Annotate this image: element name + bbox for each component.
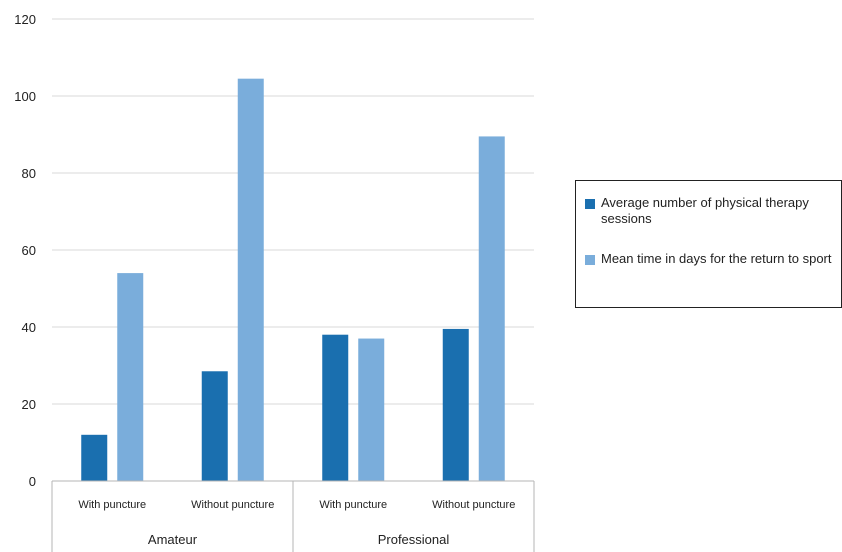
bar-return-time (117, 273, 144, 481)
x-tick-label: With puncture (78, 499, 146, 511)
bar-return-time (237, 78, 264, 482)
group-label: Professional (378, 532, 450, 547)
bar-sessions (201, 371, 228, 481)
y-tick-label: 40 (22, 320, 36, 335)
y-tick-label: 100 (14, 89, 36, 104)
legend-label-return-time: Mean time in days for the return to spor… (601, 251, 832, 266)
legend-item-return-time: Mean time in days for the return to spor… (585, 251, 836, 267)
bar-return-time (358, 338, 385, 481)
group-label: Amateur (148, 532, 198, 547)
x-tick-label: Without puncture (432, 499, 515, 511)
y-tick-label: 0 (29, 474, 36, 489)
x-tick-label: Without puncture (191, 499, 274, 511)
legend-label-sessions: Average number of physical therapy sessi… (601, 195, 809, 226)
bar-sessions (442, 328, 469, 481)
legend-swatch-return-time (585, 255, 595, 265)
bar-return-time (478, 136, 505, 482)
x-axis: With puncture Without puncture With punctu… (51, 480, 535, 552)
bar-sessions (81, 434, 108, 481)
y-tick-label: 80 (22, 166, 36, 181)
legend-item-sessions: Average number of physical therapy sessi… (585, 195, 836, 227)
legend-swatch-sessions (585, 199, 595, 209)
bars (81, 78, 505, 482)
legend: Average number of physical therapy sessi… (575, 180, 842, 308)
x-tick-label: With puncture (319, 499, 387, 511)
y-tick-label: 20 (22, 397, 36, 412)
y-axis-ticks: 0 20 40 60 80 100 120 (14, 12, 36, 489)
bar-sessions (322, 334, 349, 481)
y-tick-label: 120 (14, 12, 36, 27)
y-tick-label: 60 (22, 243, 36, 258)
